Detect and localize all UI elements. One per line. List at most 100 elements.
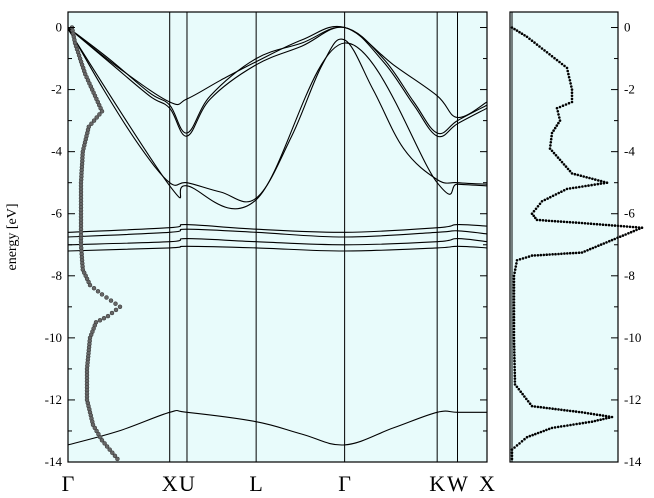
right-dos-point <box>604 414 608 418</box>
right-dos-point <box>533 41 536 44</box>
right-dos-point <box>585 176 588 179</box>
right-dos-point <box>607 416 611 420</box>
right-dos-point <box>621 234 625 237</box>
left-dos-point <box>97 112 102 117</box>
right-dos-point <box>553 126 557 130</box>
right-dos-point <box>625 225 629 228</box>
y-tick-label-left: -8 <box>51 268 62 283</box>
right-dos-point <box>566 252 569 255</box>
right-dos-point <box>574 221 578 224</box>
y-tick-label-left: 0 <box>56 20 63 35</box>
right-dos-point <box>591 246 595 250</box>
right-dos-point <box>624 233 627 236</box>
right-dos-point <box>512 301 516 304</box>
right-dos-point <box>547 219 551 223</box>
right-dos-point <box>599 182 603 185</box>
right-dos-point <box>512 274 516 278</box>
left-dos-point <box>113 301 118 306</box>
right-dos-point <box>513 356 516 360</box>
y-tick-label-right: -8 <box>624 268 635 283</box>
right-dos-point <box>588 176 591 180</box>
y-tick-label-right: -10 <box>624 330 641 345</box>
right-dos-point <box>590 183 593 187</box>
right-dos-point <box>595 413 599 417</box>
right-dos-point <box>578 185 581 189</box>
right-dos-point <box>547 427 551 431</box>
right-dos-point <box>598 223 602 226</box>
right-dos-point <box>543 198 547 202</box>
right-dos-point <box>545 253 548 256</box>
right-dos-point <box>559 220 563 223</box>
left-dos-point <box>112 453 118 459</box>
right-dos-point <box>571 186 575 190</box>
right-dos-point <box>558 158 562 162</box>
y-tick-label-left: -10 <box>45 330 62 345</box>
right-dos-point <box>566 409 569 412</box>
right-dos-point <box>607 223 611 227</box>
right-dos-point <box>513 351 516 354</box>
left-dos-point <box>107 447 112 452</box>
right-dos-point <box>613 224 617 227</box>
left-dos-point <box>105 313 111 319</box>
right-dos-point <box>554 252 557 256</box>
left-dos-point <box>108 298 114 303</box>
right-dos-point <box>634 225 638 229</box>
right-dos-point <box>602 181 606 185</box>
y-tick-label-right: 0 <box>624 20 631 35</box>
right-dos-point <box>550 131 554 135</box>
right-dos-point <box>562 189 566 192</box>
right-dos-point <box>560 252 563 256</box>
right-dos-point <box>584 184 587 188</box>
right-dos-point <box>564 103 568 106</box>
right-dos-point <box>619 224 623 228</box>
right-dos-point <box>604 223 608 227</box>
right-dos-point <box>512 286 516 289</box>
right-dos-point <box>542 253 546 257</box>
band-line <box>67 26 488 135</box>
right-dos-point <box>513 377 517 380</box>
right-dos-point <box>512 295 516 298</box>
right-dos-point <box>533 254 537 257</box>
right-dos-point <box>515 385 519 389</box>
kpoint-label: L <box>249 471 262 496</box>
right-dos-point <box>566 424 569 427</box>
right-dos-point <box>610 224 614 227</box>
right-dos-point <box>539 405 543 409</box>
right-dos-point <box>520 440 524 443</box>
right-dos-point <box>570 97 574 101</box>
right-dos-point <box>534 432 537 436</box>
right-dos-point <box>586 222 590 225</box>
right-dos-point <box>580 251 584 254</box>
right-dos-group <box>510 12 644 462</box>
right-dos-point <box>558 119 562 122</box>
right-dos-point <box>512 333 516 337</box>
right-dos-point <box>550 219 554 223</box>
right-dos-point <box>512 310 516 313</box>
right-dos-point <box>515 444 519 447</box>
right-dos-point <box>540 200 544 203</box>
right-dos-point <box>512 339 516 343</box>
kpoint-label: X <box>162 471 178 496</box>
right-dos-point <box>551 253 554 256</box>
left-dos-point <box>102 441 107 446</box>
y-tick-label-right: -2 <box>624 82 635 97</box>
right-dos-point <box>570 94 574 98</box>
right-dos-point <box>539 430 543 434</box>
right-dos-point <box>512 315 516 319</box>
right-dos-point <box>627 232 630 235</box>
right-dos-point <box>553 56 556 60</box>
right-dos-point <box>512 336 516 340</box>
y-tick-label-right: -14 <box>624 454 642 469</box>
right-dos-point <box>588 247 592 251</box>
right-dos-point <box>525 397 528 401</box>
band-line <box>67 27 488 203</box>
left-dos-point <box>91 285 97 291</box>
right-dos-point <box>555 58 559 62</box>
left-dos-point <box>95 289 101 294</box>
right-dos-point <box>569 82 572 85</box>
right-dos-point <box>570 172 574 175</box>
right-dos-point <box>567 101 571 105</box>
kpoint-label: U <box>179 471 195 496</box>
right-dos-point <box>602 242 606 245</box>
right-dos-point <box>512 298 516 301</box>
